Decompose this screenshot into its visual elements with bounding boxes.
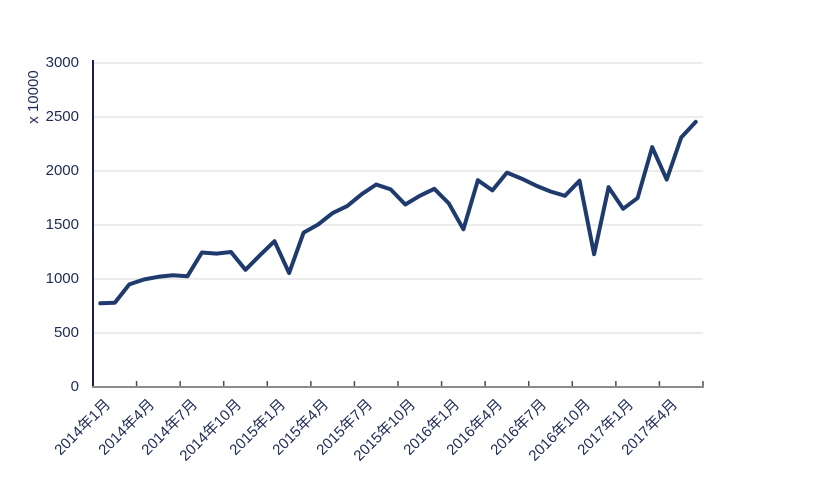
y-tick-label: 1500	[45, 216, 79, 233]
y-tick-label: 500	[53, 324, 79, 341]
y-tick-label: 1000	[45, 270, 79, 287]
y-tick-label: 0	[70, 378, 79, 395]
y-tick-label: 2000	[45, 162, 79, 179]
y-tick-label: 2500	[45, 108, 79, 125]
y-tick-label: 3000	[45, 54, 79, 71]
data-series-line	[98, 119, 698, 306]
